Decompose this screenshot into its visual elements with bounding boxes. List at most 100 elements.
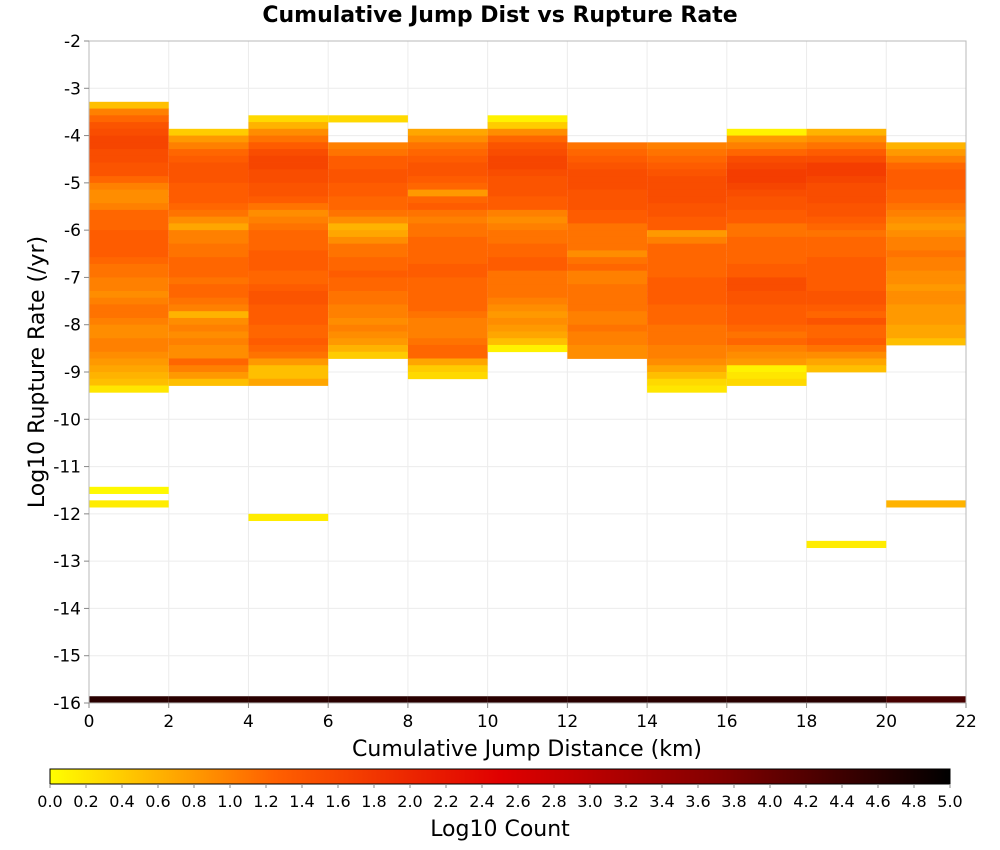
heatmap-cell [567, 297, 648, 305]
heatmap-cell [567, 277, 648, 285]
heatmap-cell [886, 324, 966, 332]
heatmap-cell [726, 344, 807, 353]
heatmap-cell [726, 196, 807, 204]
heatmap-cell [407, 230, 488, 238]
heatmap-cell [487, 203, 568, 211]
heatmap-cell [89, 162, 169, 170]
x-tick-label: 16 [716, 712, 738, 732]
colorbar-tick-label: 3.6 [685, 792, 710, 811]
heatmap-cell [567, 250, 648, 258]
heatmap-cell [89, 176, 169, 184]
heatmap-cell [726, 311, 807, 319]
heatmap-cell [647, 338, 727, 346]
heatmap-cell [567, 142, 648, 150]
heatmap-cell [647, 257, 727, 265]
colorbar-tick-label: 1.4 [289, 792, 314, 811]
heatmap-cell [487, 284, 568, 292]
heatmap-cell [886, 176, 966, 184]
heatmap-cell [89, 696, 169, 704]
heatmap-cell [168, 331, 249, 339]
heatmap-cell [647, 277, 727, 285]
heatmap-cell [886, 196, 966, 204]
heatmap-cell [89, 189, 169, 197]
heatmap-cell [248, 176, 329, 184]
heatmap-cell [407, 297, 488, 305]
heatmap-cell [89, 317, 169, 326]
heatmap-cell [168, 257, 249, 265]
heatmap-cell [487, 149, 568, 157]
heatmap-cell [806, 216, 887, 224]
heatmap-cell [328, 696, 408, 704]
heatmap-cell [328, 257, 408, 265]
heatmap-cell [248, 378, 329, 386]
heatmap-cell [726, 257, 807, 265]
heatmap-cell [806, 696, 887, 704]
heatmap-cell [726, 338, 807, 346]
heatmap-cell [328, 284, 408, 292]
heatmap-cell [407, 243, 488, 251]
heatmap-cell [726, 176, 807, 184]
heatmap-cell [726, 155, 807, 163]
colorbar [49, 768, 951, 785]
heatmap-cell [248, 358, 329, 366]
heatmap-cell [806, 142, 887, 150]
heatmap-cell [248, 122, 329, 130]
heatmap-cell [168, 371, 249, 380]
heatmap-cell [248, 351, 329, 359]
heatmap-cell [886, 277, 966, 285]
heatmap-cell [487, 162, 568, 170]
colorbar-tick-label: 0.6 [145, 792, 170, 811]
heatmap-cell [806, 263, 887, 272]
heatmap-cell [168, 696, 249, 704]
heatmap-cell [89, 277, 169, 285]
heatmap-cell [806, 169, 887, 177]
heatmap-cell [726, 284, 807, 292]
heatmap-cell [407, 203, 488, 211]
heatmap-cell [567, 344, 648, 353]
colorbar-tick-label: 4.2 [793, 792, 818, 811]
heatmap-cell [328, 297, 408, 305]
heatmap-cell [248, 169, 329, 177]
heatmap-cell [726, 135, 807, 143]
heatmap-cell [328, 270, 408, 278]
heatmap-cell [726, 250, 807, 258]
colorbar-tick-label: 4.4 [829, 792, 854, 811]
heatmap-cell [726, 270, 807, 278]
heatmap-cell [89, 135, 169, 143]
heatmap-cell [248, 223, 329, 231]
heatmap-cell [886, 189, 966, 197]
x-tick-label: 14 [636, 712, 658, 732]
heatmap-cell [726, 331, 807, 339]
y-tick-label: -10 [53, 410, 81, 430]
heatmap-cell [487, 324, 568, 332]
heatmap-cell [248, 135, 329, 143]
heatmap-cell [886, 149, 966, 157]
heatmap-cell [168, 169, 249, 177]
colorbar-tick-label: 4.0 [757, 792, 782, 811]
heatmap-cell [487, 176, 568, 184]
heatmap-cell [487, 277, 568, 285]
colorbar-tick-label: 3.4 [649, 792, 674, 811]
heatmap-cell [726, 149, 807, 157]
chart-title: Cumulative Jump Dist vs Rupture Rate [262, 3, 737, 28]
heatmap-cell [886, 696, 966, 704]
heatmap-cell [248, 513, 329, 522]
heatmap-cell [248, 297, 329, 305]
x-tick-label: 22 [955, 712, 977, 732]
heatmap-cell [328, 169, 408, 177]
heatmap-cell [168, 270, 249, 278]
heatmap-cell [168, 155, 249, 163]
colorbar-tick-label: 3.8 [721, 792, 746, 811]
heatmap-cell [407, 324, 488, 332]
heatmap-cell [886, 223, 966, 231]
heatmap-cell [248, 270, 329, 278]
colorbar-tick-label: 2.8 [541, 792, 566, 811]
heatmap-cell [647, 243, 727, 251]
heatmap-cell [328, 223, 408, 231]
heatmap-cell [168, 338, 249, 346]
heatmap-cell [567, 324, 648, 332]
heatmap-cell [328, 216, 408, 224]
heatmap-cell [806, 324, 887, 332]
heatmap-cell [328, 149, 408, 157]
heatmap-cell [806, 223, 887, 231]
